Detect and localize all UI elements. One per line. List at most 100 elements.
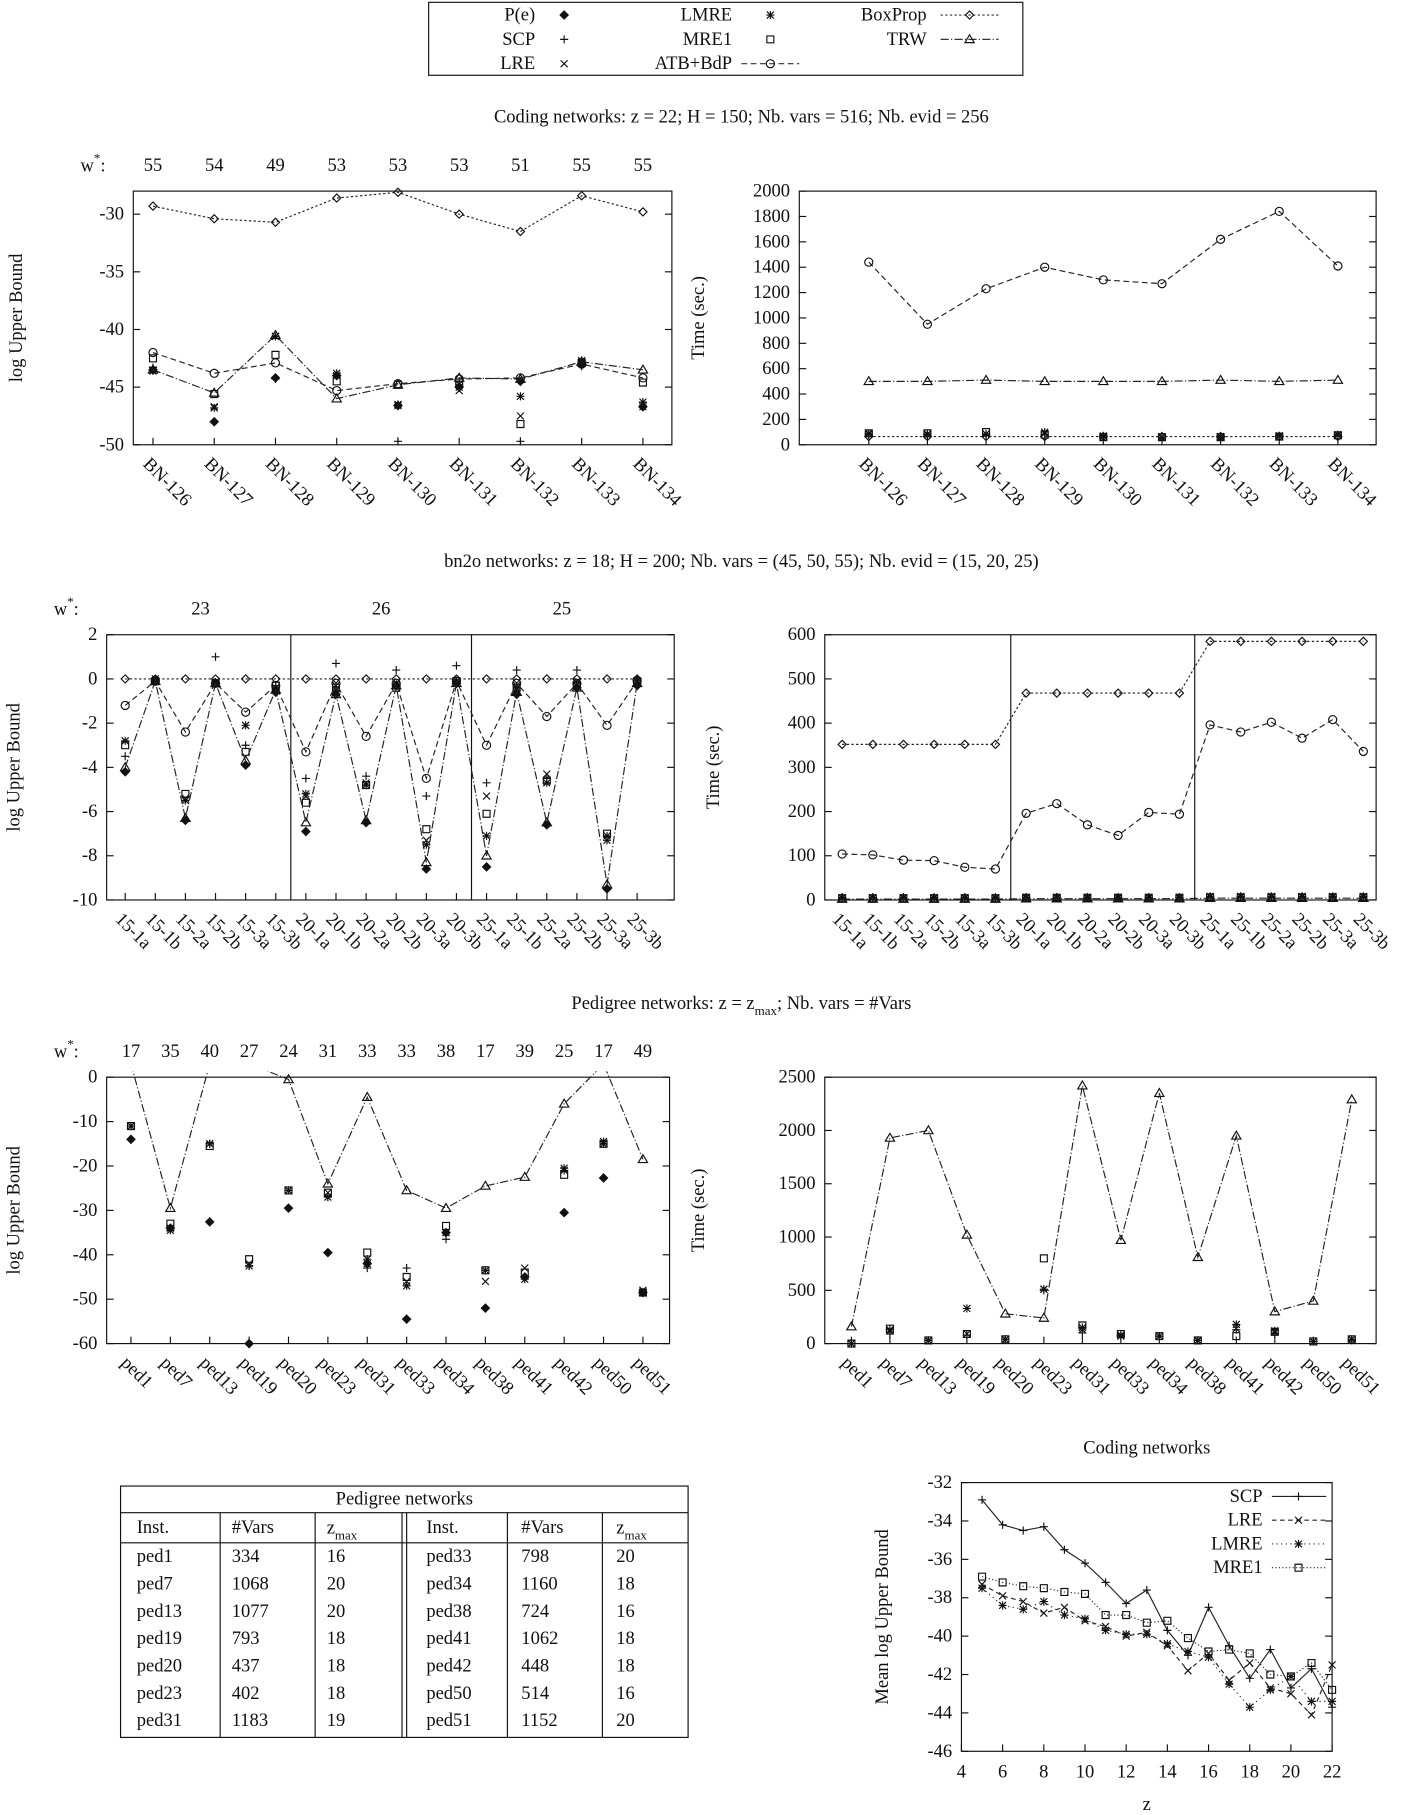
legend-box: [428, 1, 1024, 76]
marker: [541, 816, 553, 827]
marker: [867, 739, 878, 750]
y-tick-label: 600: [788, 624, 816, 645]
table-cell: 724: [521, 1601, 549, 1622]
y-tick-label: 0: [806, 889, 815, 910]
table-cell: ped42: [426, 1656, 471, 1677]
marker: [361, 1091, 373, 1101]
marker: [1215, 431, 1226, 442]
plot-frame: [824, 1076, 1377, 1345]
marker: [181, 789, 190, 798]
w-value: 35: [161, 1041, 180, 1062]
marker: [282, 1073, 295, 1084]
marker: [960, 893, 969, 902]
section-title-part: ; Nb. vars = #Vars: [777, 993, 911, 1014]
marker: [1235, 892, 1247, 903]
table-cell: ped23: [137, 1683, 182, 1704]
marker: [283, 1203, 294, 1214]
marker: [1155, 1332, 1164, 1341]
marker: [1143, 892, 1155, 903]
marker: [147, 364, 159, 374]
marker: [360, 814, 372, 825]
marker: [1142, 1586, 1151, 1595]
marker: [1021, 688, 1031, 698]
y-tick-label: 200: [762, 409, 790, 430]
marker: [1347, 1335, 1356, 1344]
marker: [1204, 1647, 1213, 1656]
table-cell: ped13: [137, 1601, 182, 1622]
marker: [179, 812, 192, 823]
marker: [1286, 1672, 1295, 1681]
table-cell: 1183: [232, 1710, 268, 1731]
table-cell: 16: [327, 1546, 346, 1567]
marker: [962, 1304, 971, 1313]
marker: [1022, 893, 1031, 902]
marker: [572, 666, 581, 675]
w-value: 53: [389, 155, 408, 176]
table-cell: ped20: [137, 1656, 182, 1677]
marker: [922, 1124, 935, 1135]
marker: [516, 392, 525, 401]
marker: [1297, 733, 1307, 743]
y-tick-label: -35: [99, 261, 124, 282]
marker: [205, 1139, 214, 1148]
table-header-part: max: [625, 1528, 648, 1543]
marker: [392, 681, 401, 690]
x-tick-label: ped31: [353, 1352, 400, 1399]
marker: [560, 1170, 569, 1179]
x-axis-label: z: [1143, 1794, 1151, 1815]
marker: [1205, 636, 1215, 647]
marker: [481, 1266, 490, 1275]
x-tick-label: ped51: [629, 1352, 676, 1399]
w-label-part: :: [74, 599, 79, 620]
marker: [1039, 1609, 1048, 1617]
y-tick-label: 1400: [753, 257, 790, 278]
marker: [922, 431, 933, 442]
y-tick-label: -45: [99, 377, 124, 398]
marker: [421, 773, 431, 784]
marker: [1265, 892, 1278, 903]
marker: [1078, 1321, 1087, 1330]
marker: [1001, 1335, 1010, 1344]
marker: [1021, 808, 1031, 818]
marker: [1060, 1610, 1069, 1620]
marker: [998, 1578, 1007, 1587]
legend-label: ATB+BdP: [655, 53, 732, 74]
chart-title: Coding networks: [1083, 1437, 1210, 1458]
marker: [765, 59, 775, 69]
w-value: 17: [476, 1041, 495, 1062]
series-line: [124, 679, 638, 781]
marker: [205, 1141, 214, 1151]
marker: [1245, 1703, 1254, 1712]
table-header: #Vars: [521, 1517, 563, 1538]
marker: [480, 849, 493, 860]
table-cell: 18: [616, 1574, 635, 1595]
x-tick-label: BN-133: [567, 454, 624, 511]
x-tick-label: ped19: [953, 1352, 1000, 1399]
x-tick-label: ped42: [550, 1352, 597, 1399]
legend-label: SCP: [1230, 1486, 1263, 1507]
plot-frame: [960, 1481, 1333, 1752]
series-line: [152, 334, 644, 400]
marker: [331, 659, 341, 668]
marker: [1174, 809, 1185, 819]
marker: [599, 1139, 608, 1148]
marker: [511, 674, 522, 684]
marker: [441, 1228, 451, 1237]
marker: [990, 739, 1001, 750]
marker: [362, 780, 371, 790]
x-tick-label: ped34: [432, 1352, 479, 1399]
marker: [322, 1177, 334, 1188]
marker: [422, 792, 431, 801]
section-title-part: Pedigree networks: z = z: [571, 993, 754, 1014]
w-value: 53: [327, 155, 346, 176]
marker: [1309, 1337, 1318, 1346]
marker: [1099, 431, 1108, 440]
x-tick-label: ped7: [156, 1352, 196, 1392]
plot-frame: [106, 1076, 671, 1345]
y-tick-label: -40: [99, 319, 124, 340]
legend-label: LRE: [1228, 1510, 1263, 1531]
marker: [391, 674, 402, 684]
marker: [961, 1229, 973, 1239]
x-tick-label: ped23: [1029, 1352, 1076, 1399]
marker: [516, 412, 525, 420]
